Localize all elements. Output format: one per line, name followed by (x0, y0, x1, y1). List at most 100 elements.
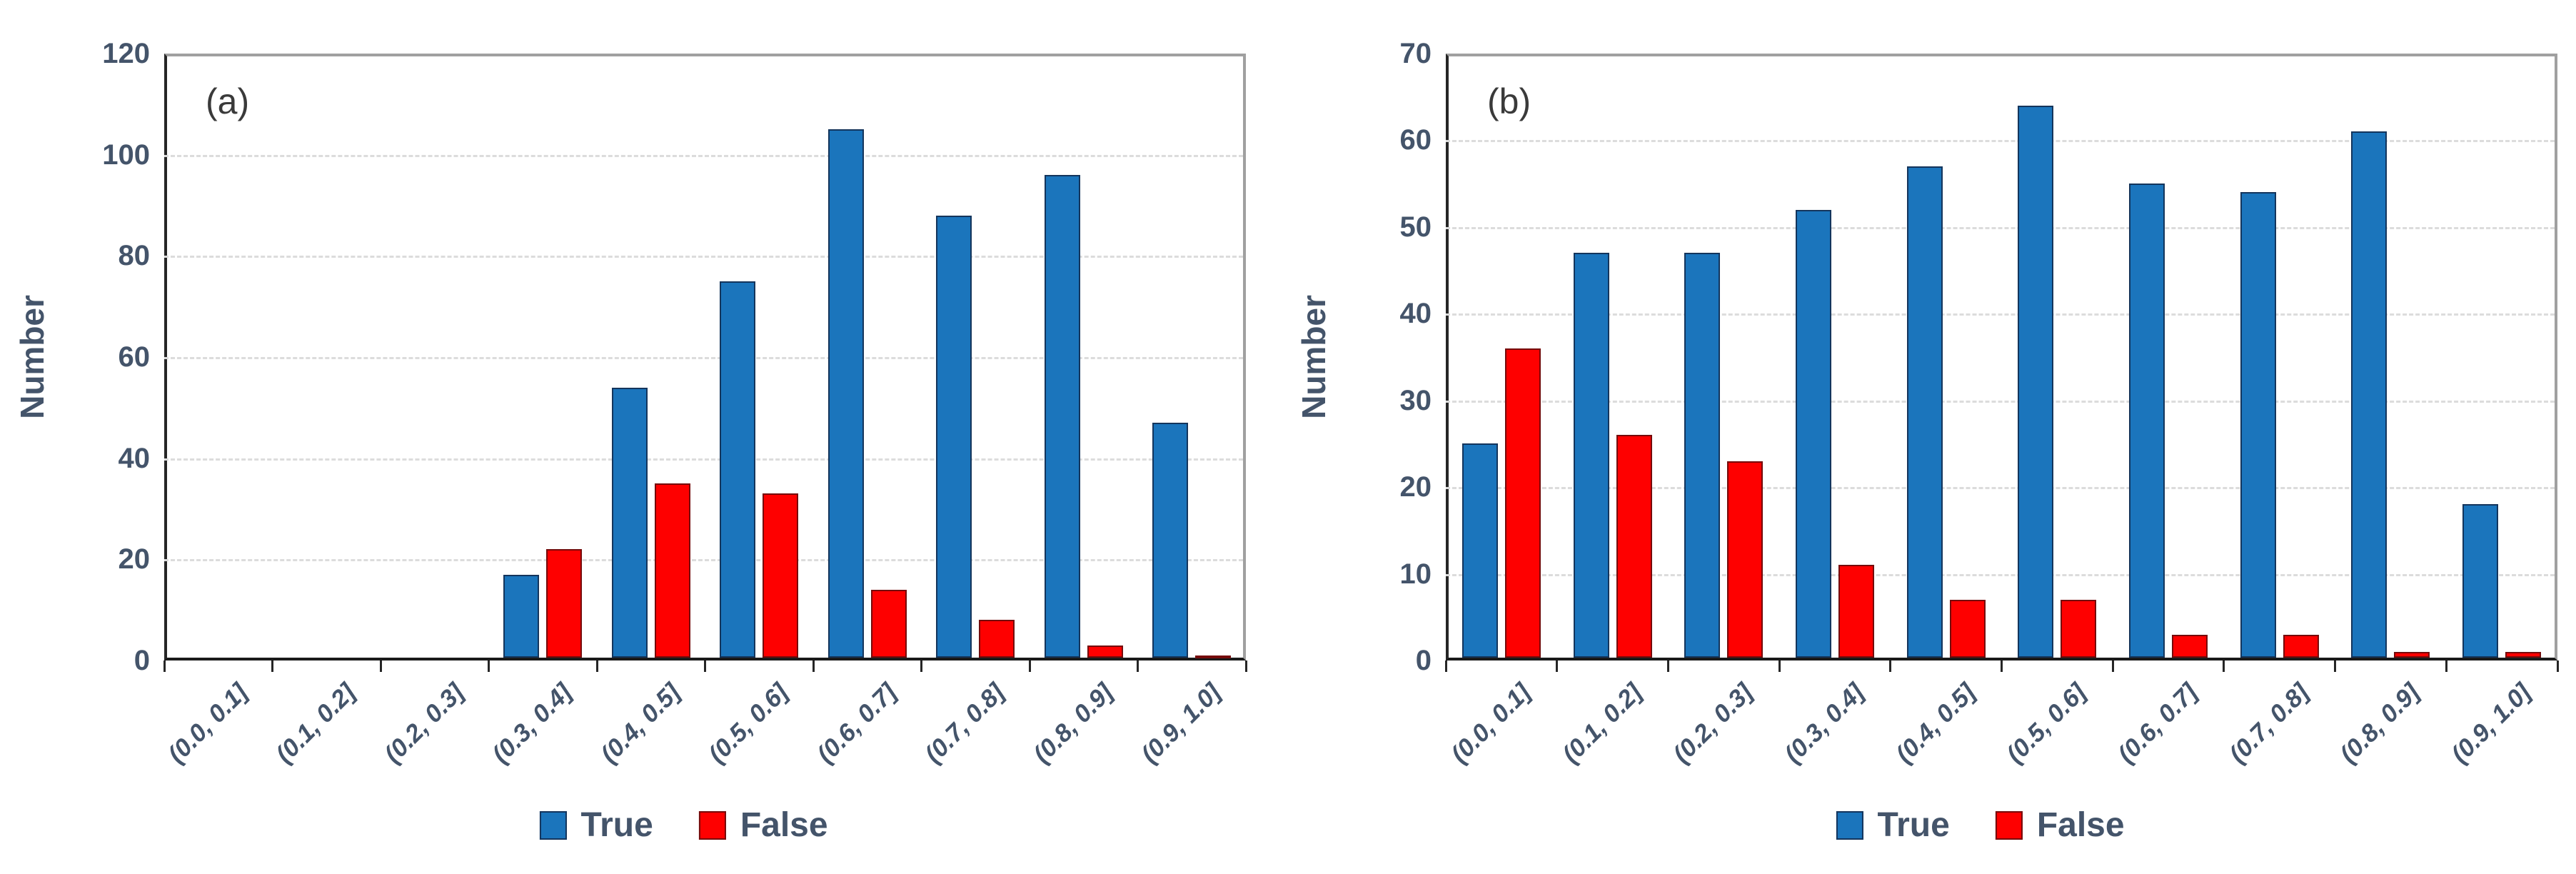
gridline (1446, 400, 2555, 403)
legend-swatch-true-icon (1836, 810, 1863, 840)
bar-false-6 (2172, 634, 2208, 658)
bar-true-2 (1684, 253, 1721, 658)
legend-item-false: False (1995, 805, 2125, 845)
y-axis-title-b: Number (1295, 295, 1332, 419)
legend-item-true: True (1836, 805, 1950, 845)
bar-false-7 (2283, 634, 2319, 658)
legend-label-false: False (740, 806, 828, 844)
bar-true-8 (2351, 131, 2388, 658)
gridline (1446, 487, 2555, 490)
x-axis-tick (2445, 660, 2447, 672)
legend-swatch-false-icon (1995, 810, 2023, 840)
x-axis-tick (1137, 660, 1139, 672)
bar-true-0 (1461, 443, 1498, 658)
x-axis-tick (1028, 660, 1031, 672)
bar-true-6 (827, 129, 864, 658)
gridline (1446, 573, 2555, 576)
bar-true-5 (2018, 105, 2054, 658)
gridline (164, 458, 1243, 461)
gridline (164, 154, 1243, 157)
y-tick-label: 40 (1399, 298, 1432, 330)
legend-label-false: False (2036, 806, 2125, 844)
x-axis-tick (488, 660, 490, 672)
bar-false-2 (1727, 461, 1764, 658)
y-tick-label: 30 (1399, 384, 1432, 416)
y-tick-label: 100 (102, 139, 150, 171)
bar-true-7 (2240, 192, 2276, 658)
gridline (1446, 313, 2555, 316)
x-axis-tick (595, 660, 598, 672)
bar-false-9 (1195, 655, 1232, 658)
gridline (1446, 140, 2555, 143)
y-tick-label: 60 (118, 341, 151, 373)
x-axis-tick (1244, 660, 1247, 672)
legend-b: True False (1836, 805, 2125, 845)
y-tick-label: 70 (1399, 38, 1432, 69)
x-axis-tick (163, 660, 166, 672)
x-axis-tick (1444, 660, 1447, 672)
x-axis-tick (704, 660, 706, 672)
y-tick-label: 20 (1399, 471, 1432, 503)
bar-true-3 (503, 574, 540, 658)
gridline (164, 559, 1243, 562)
y-tick-label: 0 (134, 645, 150, 676)
y-tick-label: 60 (1399, 124, 1432, 156)
bar-true-1 (1573, 253, 1609, 658)
y-tick-label: 50 (1399, 211, 1432, 243)
x-axis-tick (920, 660, 922, 672)
legend-label-true: True (1877, 806, 1950, 844)
legend-label-true: True (580, 806, 653, 844)
bar-true-9 (1152, 423, 1189, 658)
x-axis-tick (2111, 660, 2114, 672)
y-tick-label: 20 (118, 543, 151, 576)
legend-item-false: False (698, 805, 828, 845)
x-axis-tick (1666, 660, 1669, 672)
legend-item-true: True (539, 805, 653, 845)
x-axis-tick (379, 660, 382, 672)
y-tick-label: 40 (118, 442, 151, 474)
plot-area-b (1446, 54, 2557, 660)
bar-true-7 (936, 215, 972, 658)
bar-false-5 (2061, 600, 2097, 658)
bar-true-3 (1795, 209, 1831, 658)
y-tick-label: 80 (118, 240, 151, 272)
x-axis-tick (1778, 660, 1781, 672)
bar-false-3 (546, 549, 583, 658)
x-axis-tick (1889, 660, 1892, 672)
bar-true-9 (2462, 504, 2499, 658)
bar-false-5 (763, 493, 799, 658)
y-tick-label: 120 (102, 38, 150, 69)
x-axis-tick (812, 660, 815, 672)
bar-true-6 (2129, 184, 2165, 658)
bar-true-5 (720, 281, 756, 658)
legend-swatch-false-icon (698, 810, 726, 840)
gridline (164, 256, 1243, 258)
bar-false-6 (870, 589, 907, 658)
bar-false-7 (979, 620, 1015, 658)
bar-true-8 (1044, 175, 1080, 658)
bar-true-4 (611, 387, 648, 658)
panel-label-b: (b) (1487, 81, 1531, 121)
bar-false-4 (654, 483, 690, 658)
x-axis-tick (271, 660, 273, 672)
legend-a: True False (539, 805, 828, 845)
bar-false-8 (2394, 651, 2430, 658)
legend-swatch-true-icon (539, 810, 567, 840)
x-axis-tick (2334, 660, 2337, 672)
gridline (164, 357, 1243, 359)
bar-false-4 (1949, 600, 1986, 658)
bar-false-8 (1087, 645, 1123, 658)
bar-false-9 (2505, 651, 2542, 658)
y-tick-label: 0 (1415, 645, 1432, 676)
x-axis-tick (2001, 660, 2003, 672)
bar-false-1 (1616, 435, 1652, 658)
bar-true-4 (1906, 166, 1943, 658)
y-tick-label: 10 (1399, 558, 1432, 590)
x-axis-tick (2223, 660, 2225, 672)
panel-label-a: (a) (206, 81, 250, 121)
gridline (1446, 226, 2555, 229)
bar-false-3 (1838, 565, 1874, 658)
x-axis-tick (2556, 660, 2559, 672)
bar-false-0 (1504, 348, 1541, 658)
